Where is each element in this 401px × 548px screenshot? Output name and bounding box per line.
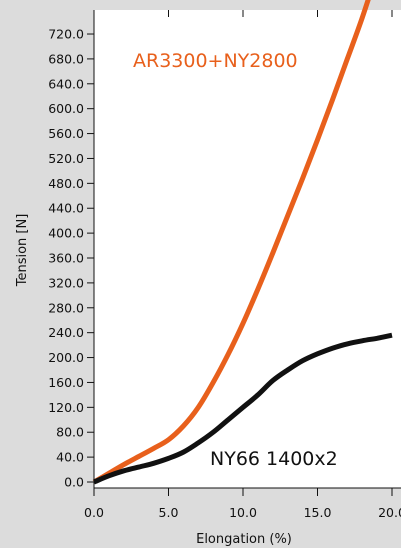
y-tick-label: 200.0 [48,350,84,365]
y-axis-title: Tension [N] [15,214,30,288]
x-tick-label: 15.0 [304,505,332,520]
y-tick-label: 160.0 [48,375,84,390]
series-line-1 [93,332,393,485]
x-tick-label: 0.0 [84,505,104,520]
y-tick-label: 480.0 [48,176,84,191]
series-lines [92,0,393,485]
x-tick-label: 10.0 [229,505,257,520]
series-line-0 [92,0,371,485]
y-tick-label: 440.0 [48,201,84,216]
y-tick-label: 0.0 [64,475,84,490]
x-axis-ticks: 0.0 5.0 10.0 15.0 20.0 [84,10,401,520]
y-tick-label: 400.0 [48,226,84,241]
x-tick-label: 5.0 [159,505,179,520]
y-tick-label: 280.0 [48,300,84,315]
y-tick-label: 520.0 [48,151,84,166]
y-axis-ticks: 0.0 40.0 80.0 120.0 160.0 200.0 240.0 280.0 320.… [48,27,94,490]
y-tick-label: 600.0 [48,101,84,116]
y-tick-label: 560.0 [48,126,84,141]
y-tick-label: 320.0 [48,275,84,290]
y-tick-label: 680.0 [48,51,84,66]
y-tick-label: 720.0 [48,27,84,42]
x-axis-title: Elongation (%) [196,532,292,547]
x-tick-label: 20.0 [378,505,401,520]
y-tick-label: 240.0 [48,325,84,340]
y-tick-label: 40.0 [56,450,84,465]
series-label-ar3300: AR3300+NY2800 [133,50,298,72]
plot-area [94,10,401,488]
series-label-ny66: NY66 1400x2 [210,448,338,470]
y-tick-label: 640.0 [48,76,84,91]
y-tick-label: 360.0 [48,251,84,266]
y-tick-label: 80.0 [56,425,84,440]
y-tick-label: 120.0 [48,400,84,415]
